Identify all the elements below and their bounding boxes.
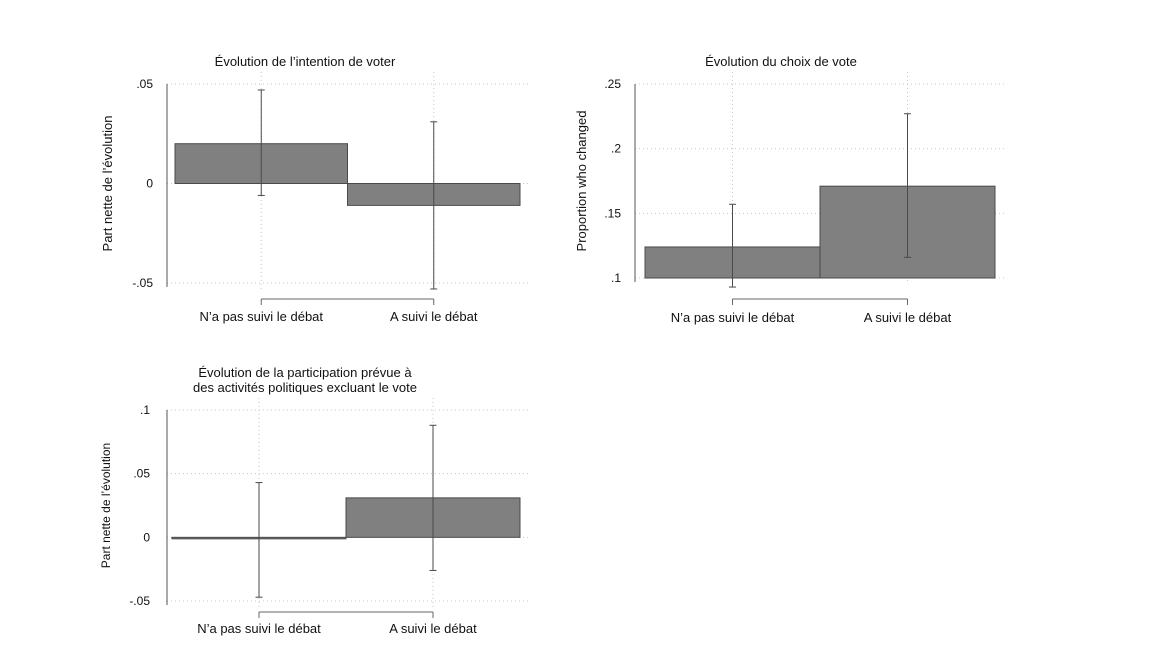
chart-title: Évolution de l’intention de voter [215, 54, 396, 69]
error-bar-1 [257, 89, 265, 196]
x-axis [260, 298, 435, 305]
error-bar-2 [904, 113, 911, 258]
error-bar-2 [430, 121, 438, 290]
chart-title: Évolution du choix de vote [705, 54, 857, 69]
chart-panel-2: .25 .2 .15 .1 N’a pas suivi le débat A suivi … [574, 54, 1005, 325]
y-tick-label: -.05 [132, 276, 153, 290]
y-tick-label: .1 [611, 271, 621, 285]
chart-title: Évolution de la participation prévue à [198, 365, 412, 380]
y-axis-label: Part nette de l’évolution [100, 116, 115, 252]
x-tick-label: N’a pas suivi le débat [671, 310, 795, 325]
chart-panel-1: .05 0 -.05 N’a pas suivi le débat A suivi le… [100, 54, 530, 324]
error-bar-2 [429, 424, 437, 571]
y-axis-label: Part nette de l’évolution [99, 443, 113, 568]
y-tick-label: .2 [611, 142, 621, 156]
y-tick-label: 0 [146, 177, 153, 191]
x-tick-label: N’a pas suivi le débat [197, 621, 321, 636]
y-tick-label: -.05 [129, 594, 150, 608]
x-tick-label: A suivi le débat [390, 309, 478, 324]
y-axis-label: Proportion who changed [574, 111, 589, 252]
y-tick-label: .25 [604, 77, 621, 91]
error-bar-1 [255, 482, 263, 598]
y-tick-label: .05 [136, 77, 153, 91]
chart-panel-3: .1 .05 0 -.05 N’a pas suivi le débat A suivi … [99, 365, 530, 636]
chart-title: des activités politiques excluant le vot… [193, 380, 417, 395]
y-tick-label: .05 [133, 467, 150, 481]
y-tick-label: 0 [143, 530, 150, 544]
error-bar-1 [729, 203, 736, 288]
y-tick-label: .15 [604, 206, 621, 220]
x-axis [258, 611, 434, 618]
y-tick-label: .1 [140, 403, 150, 417]
x-axis [732, 298, 908, 305]
x-tick-label: A suivi le débat [389, 621, 477, 636]
x-tick-label: N’a pas suivi le débat [199, 309, 323, 324]
x-tick-label: A suivi le débat [864, 310, 952, 325]
